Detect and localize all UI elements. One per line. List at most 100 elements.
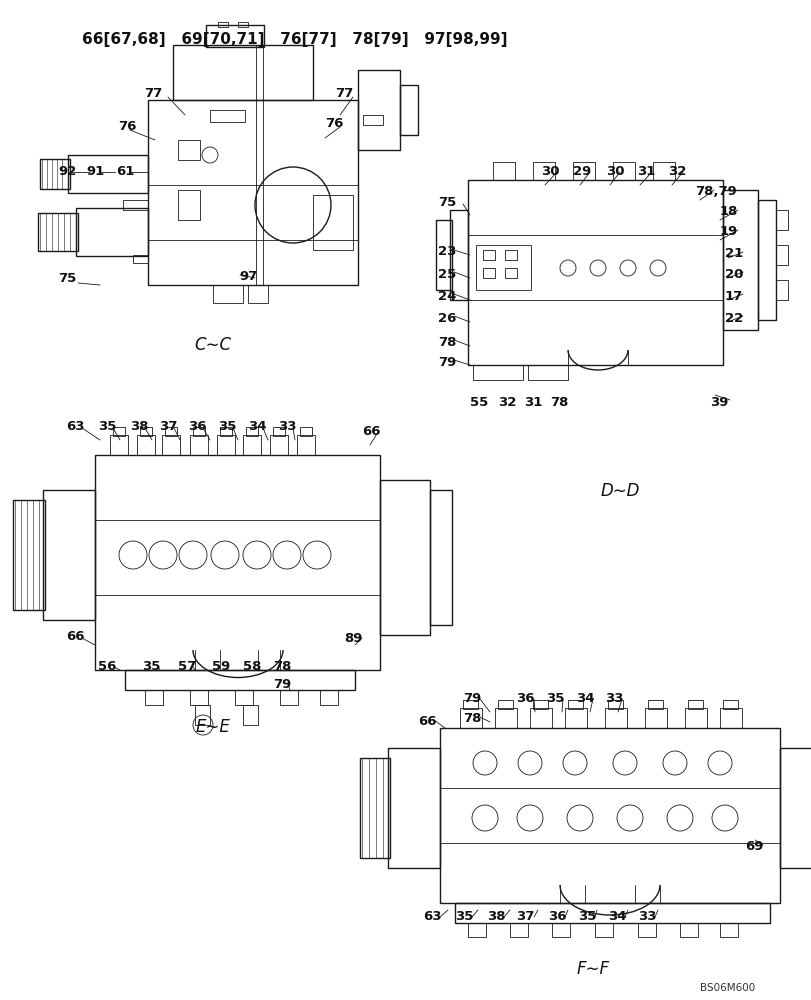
Text: 32: 32 — [497, 396, 516, 409]
Bar — [13, 500, 45, 610]
Bar — [206, 25, 264, 47]
Bar — [217, 435, 234, 455]
Text: 78: 78 — [272, 660, 291, 673]
Text: 18: 18 — [719, 205, 737, 218]
Bar — [145, 690, 163, 705]
Bar — [440, 728, 779, 903]
Text: 20: 20 — [724, 268, 742, 281]
Text: 89: 89 — [344, 632, 362, 645]
Text: 33: 33 — [637, 910, 655, 923]
Text: 78: 78 — [437, 336, 456, 349]
Text: 38: 38 — [130, 420, 148, 433]
Text: 78: 78 — [549, 396, 568, 409]
Bar — [430, 490, 452, 625]
Bar — [551, 923, 569, 937]
Text: 97: 97 — [238, 270, 257, 283]
Bar — [775, 245, 787, 265]
Text: 77: 77 — [144, 87, 162, 100]
Bar — [504, 268, 517, 278]
Bar — [467, 923, 486, 937]
Text: 79: 79 — [437, 356, 456, 369]
Bar — [173, 45, 312, 100]
Bar — [270, 435, 288, 455]
Bar — [210, 110, 245, 122]
Bar — [594, 923, 612, 937]
Text: 31: 31 — [636, 165, 654, 178]
Bar — [652, 162, 674, 180]
Text: 17: 17 — [724, 290, 742, 303]
Bar — [238, 22, 247, 27]
Bar — [436, 220, 452, 290]
Bar — [475, 245, 530, 290]
Text: E∼E: E∼E — [195, 718, 230, 736]
Bar — [139, 427, 152, 436]
Text: 35: 35 — [577, 910, 595, 923]
Bar — [165, 427, 177, 436]
Text: 34: 34 — [247, 420, 266, 433]
Bar — [497, 700, 513, 709]
Bar — [234, 690, 253, 705]
Bar — [400, 85, 418, 135]
Bar — [460, 708, 482, 728]
Bar — [68, 155, 148, 193]
Bar — [220, 427, 232, 436]
Text: 69: 69 — [744, 840, 762, 853]
Text: 33: 33 — [277, 420, 296, 433]
Bar — [779, 748, 811, 868]
Text: 56: 56 — [98, 660, 116, 673]
Bar — [320, 690, 337, 705]
Bar — [473, 365, 522, 380]
Bar — [280, 690, 298, 705]
Bar — [637, 923, 655, 937]
Bar — [388, 748, 440, 868]
Bar — [76, 208, 148, 256]
Bar — [133, 255, 148, 263]
Text: 34: 34 — [607, 910, 626, 923]
Text: 35: 35 — [142, 660, 161, 673]
Text: 39: 39 — [709, 396, 727, 409]
Text: 66: 66 — [362, 425, 380, 438]
Text: 30: 30 — [540, 165, 559, 178]
Text: 22: 22 — [724, 312, 742, 325]
Text: 63: 63 — [423, 910, 441, 923]
Bar — [109, 435, 128, 455]
Bar — [684, 708, 706, 728]
Bar — [297, 435, 315, 455]
Text: F∼F: F∼F — [576, 960, 609, 978]
Bar — [722, 190, 757, 330]
Bar — [775, 210, 787, 230]
Text: D∼D: D∼D — [599, 482, 639, 500]
Bar — [719, 923, 737, 937]
Bar — [246, 427, 258, 436]
Bar — [775, 280, 787, 300]
Bar — [43, 490, 95, 620]
Text: 61: 61 — [116, 165, 134, 178]
Bar — [247, 285, 268, 303]
Text: 92: 92 — [58, 165, 76, 178]
Text: 23: 23 — [437, 245, 456, 258]
Bar — [530, 708, 551, 728]
Text: 35: 35 — [454, 910, 473, 923]
Text: 63: 63 — [66, 420, 84, 433]
Text: 79: 79 — [272, 678, 291, 691]
Text: 32: 32 — [667, 165, 685, 178]
Text: 37: 37 — [515, 910, 534, 923]
Bar — [125, 670, 354, 690]
Bar — [483, 268, 495, 278]
Bar — [178, 190, 200, 220]
Text: 75: 75 — [437, 196, 456, 209]
Text: 38: 38 — [487, 910, 505, 923]
Bar — [217, 22, 228, 27]
Bar — [299, 427, 311, 436]
Bar — [722, 700, 737, 709]
Text: 21: 21 — [724, 247, 742, 260]
Text: 75: 75 — [58, 272, 76, 285]
Bar — [190, 690, 208, 705]
Bar — [509, 923, 527, 937]
Bar — [492, 162, 514, 180]
Text: 55: 55 — [470, 396, 487, 409]
Text: 66: 66 — [418, 715, 436, 728]
Text: 37: 37 — [159, 420, 177, 433]
Text: 59: 59 — [212, 660, 230, 673]
Bar — [647, 700, 663, 709]
